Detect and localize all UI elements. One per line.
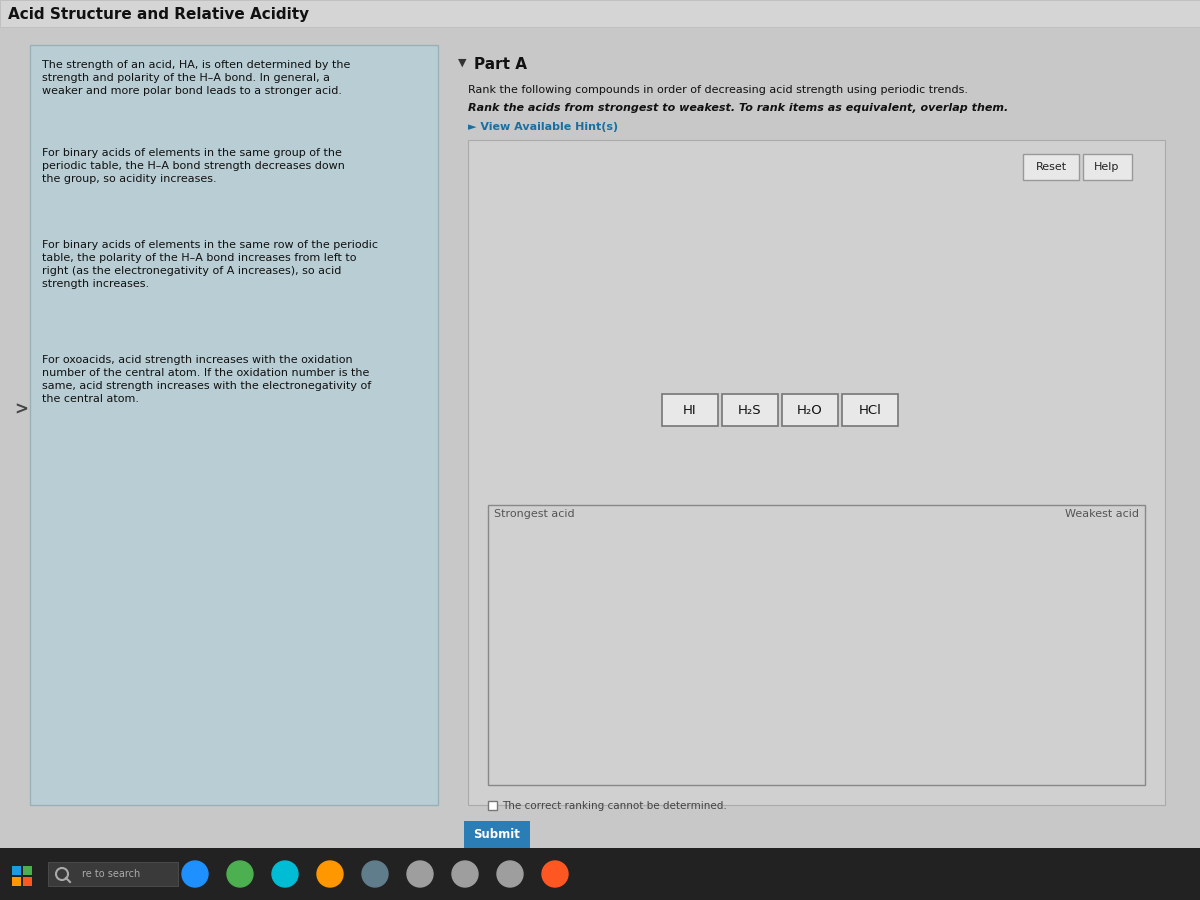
Text: Submit: Submit bbox=[474, 829, 521, 842]
Text: Rank the following compounds in order of decreasing acid strength using periodic: Rank the following compounds in order of… bbox=[468, 85, 968, 95]
Text: periodic table, the H–A bond strength decreases down: periodic table, the H–A bond strength de… bbox=[42, 161, 344, 171]
Text: H₂S: H₂S bbox=[738, 403, 762, 417]
Circle shape bbox=[317, 861, 343, 887]
Text: table, the polarity of the H–A bond increases from left to: table, the polarity of the H–A bond incr… bbox=[42, 253, 356, 263]
Text: ► View Available Hint(s): ► View Available Hint(s) bbox=[468, 122, 618, 132]
FancyBboxPatch shape bbox=[0, 848, 1200, 900]
Text: same, acid strength increases with the electronegativity of: same, acid strength increases with the e… bbox=[42, 381, 371, 391]
Text: Acid Structure and Relative Acidity: Acid Structure and Relative Acidity bbox=[8, 6, 310, 22]
FancyBboxPatch shape bbox=[1084, 154, 1132, 180]
Text: the central atom.: the central atom. bbox=[42, 394, 139, 404]
FancyBboxPatch shape bbox=[842, 394, 898, 426]
Text: re to search: re to search bbox=[82, 869, 140, 879]
Circle shape bbox=[182, 861, 208, 887]
FancyBboxPatch shape bbox=[1022, 154, 1079, 180]
FancyBboxPatch shape bbox=[23, 866, 32, 875]
Circle shape bbox=[407, 861, 433, 887]
Circle shape bbox=[452, 861, 478, 887]
Text: ▼: ▼ bbox=[458, 870, 467, 880]
Circle shape bbox=[362, 861, 388, 887]
Text: weaker and more polar bond leads to a stronger acid.: weaker and more polar bond leads to a st… bbox=[42, 86, 342, 96]
Text: strength increases.: strength increases. bbox=[42, 279, 149, 289]
FancyBboxPatch shape bbox=[464, 821, 530, 849]
Text: >: > bbox=[14, 401, 28, 419]
FancyBboxPatch shape bbox=[782, 394, 838, 426]
Text: For binary acids of elements in the same row of the periodic: For binary acids of elements in the same… bbox=[42, 240, 378, 250]
Text: For binary acids of elements in the same group of the: For binary acids of elements in the same… bbox=[42, 148, 342, 158]
Text: Strongest acid: Strongest acid bbox=[494, 509, 575, 519]
FancyBboxPatch shape bbox=[488, 505, 1145, 785]
Text: The strength of an acid, HA, is often determined by the: The strength of an acid, HA, is often de… bbox=[42, 60, 350, 70]
FancyBboxPatch shape bbox=[12, 877, 22, 886]
Circle shape bbox=[227, 861, 253, 887]
Text: the group, so acidity increases.: the group, so acidity increases. bbox=[42, 174, 217, 184]
FancyBboxPatch shape bbox=[662, 394, 718, 426]
FancyBboxPatch shape bbox=[23, 877, 32, 886]
Text: ▼: ▼ bbox=[458, 58, 467, 68]
Text: HCl: HCl bbox=[858, 403, 882, 417]
FancyBboxPatch shape bbox=[468, 140, 1165, 805]
Text: Weakest acid: Weakest acid bbox=[1066, 509, 1139, 519]
FancyBboxPatch shape bbox=[722, 394, 778, 426]
Text: HI: HI bbox=[683, 403, 697, 417]
FancyBboxPatch shape bbox=[12, 866, 22, 875]
Text: Help: Help bbox=[1094, 162, 1120, 172]
Circle shape bbox=[272, 861, 298, 887]
FancyBboxPatch shape bbox=[30, 45, 438, 805]
FancyBboxPatch shape bbox=[48, 862, 178, 886]
Circle shape bbox=[542, 861, 568, 887]
FancyBboxPatch shape bbox=[488, 801, 497, 810]
Text: number of the central atom. If the oxidation number is the: number of the central atom. If the oxida… bbox=[42, 368, 370, 378]
Text: strength and polarity of the H–A bond. In general, a: strength and polarity of the H–A bond. I… bbox=[42, 73, 330, 83]
Text: Reset: Reset bbox=[1036, 162, 1067, 172]
Text: The correct ranking cannot be determined.: The correct ranking cannot be determined… bbox=[502, 801, 727, 811]
Text: Part B: Part B bbox=[474, 870, 527, 885]
Circle shape bbox=[497, 861, 523, 887]
Text: Rank the acids from strongest to weakest. To rank items as equivalent, overlap t: Rank the acids from strongest to weakest… bbox=[468, 103, 1008, 113]
FancyBboxPatch shape bbox=[0, 0, 1200, 27]
Text: For oxoacids, acid strength increases with the oxidation: For oxoacids, acid strength increases wi… bbox=[42, 355, 353, 365]
Text: H₂O: H₂O bbox=[797, 403, 823, 417]
Text: Part A: Part A bbox=[474, 57, 527, 72]
Text: right (as the electronegativity of A increases), so acid: right (as the electronegativity of A inc… bbox=[42, 266, 341, 276]
